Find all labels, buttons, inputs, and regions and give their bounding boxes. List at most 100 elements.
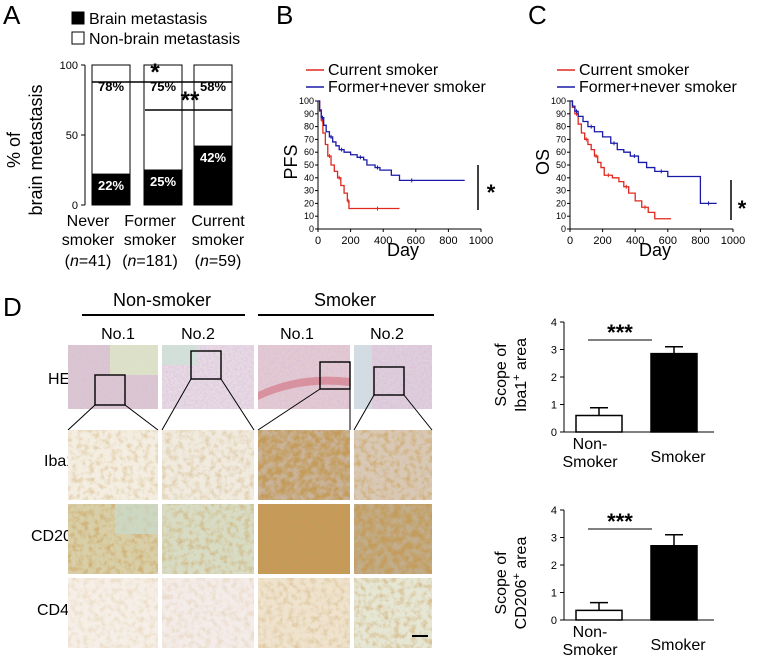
category-n-never: (n=41): [65, 253, 112, 270]
x-tick-label: 800: [439, 235, 457, 247]
y-tick-label: 90: [304, 109, 314, 119]
y-tick-label: 4: [551, 505, 557, 517]
bar-nonbrain: [193, 64, 233, 147]
y-tick-label: 100: [551, 96, 566, 106]
panel-d: D Non-smoker Smoker No.1 No.2 No.1 No.2 …: [3, 290, 714, 659]
panel-b: B Current smoker Former+never smoker PFS…: [276, 0, 496, 260]
category-label-former-1: Former: [124, 213, 176, 230]
bar-brain: [143, 169, 183, 206]
y-tick-label: 50: [304, 160, 314, 170]
sample-label: No.2: [181, 326, 215, 343]
y-tick-label: 80: [304, 122, 314, 132]
cd45-image-row: [68, 578, 432, 648]
panel-c: C Current smoker Former+never smoker OS …: [528, 0, 747, 260]
y-axis-label-iba1-line1: Scope of: [493, 343, 510, 407]
category-label-never-2: smoker: [62, 232, 115, 249]
x-tick-label: 0: [567, 235, 573, 247]
y-axis-label-line2: brain metastasis: [26, 84, 46, 215]
x-tick-label: 200: [593, 235, 611, 247]
x-label-smoker: Smoker: [650, 637, 706, 654]
legend-swatch-nonbrain: [71, 31, 85, 45]
sig-star-never-current: *: [150, 59, 160, 86]
panel-a: A Brain metastasis Non-brain metastasis …: [3, 0, 245, 270]
x-tick-label: 0: [315, 235, 321, 247]
x-label-nonsmoker-1: Non-: [573, 624, 608, 641]
row-label-iba1: Iba1: [44, 453, 75, 470]
y-axis-label-os: OS: [533, 149, 553, 175]
legend-swatch-brain: [71, 11, 85, 25]
y-tick-label: 70: [556, 134, 566, 144]
x-label-nonsmoker-2: Smoker: [562, 454, 618, 471]
panel-letter-a: A: [3, 0, 21, 30]
panel-letter-c: C: [528, 0, 547, 30]
y-tick-label: 60: [556, 147, 566, 157]
y-tick-label: 10: [304, 211, 314, 221]
cd206-bars: 0 1 2 3 4: [551, 505, 714, 627]
y-tick-label: 3: [551, 533, 557, 545]
category-n-current: (n=59): [195, 253, 242, 270]
row-label-cd45: CD45: [37, 602, 78, 619]
y-tick-label: 90: [556, 109, 566, 119]
y-tick-label: 20: [556, 198, 566, 208]
x-tick-label: 600: [407, 235, 425, 247]
group-label-smoker: Smoker: [314, 290, 376, 310]
panel-letter-b: B: [276, 0, 293, 30]
bar-label-brain: 22%: [98, 178, 124, 193]
bar-label-brain: 25%: [150, 174, 176, 189]
y-tick-label: 0: [561, 224, 566, 234]
x-tick-label: 1000: [469, 235, 493, 247]
sig-star-c: *: [738, 196, 747, 221]
he-image-row: [67, 345, 433, 431]
iba1-image-row: [68, 430, 432, 500]
stacked-bars: 22%78%25%75%42%58%: [91, 64, 233, 206]
bar-smoker: [650, 352, 698, 433]
iba1-bars: 0 1 2 3 4: [551, 317, 714, 439]
sig-star-b: *: [487, 180, 496, 205]
legend-label-nonbrain: Non-brain metastasis: [89, 31, 240, 48]
y-tick-label: 100: [299, 96, 314, 106]
y-tick-label: 0: [72, 200, 78, 212]
km-curve: [570, 100, 717, 205]
x-tick-label: 800: [691, 235, 709, 247]
y-tick-label: 0: [551, 427, 557, 439]
legend-label-current-c: Current smoker: [579, 62, 690, 79]
y-tick-label: 2: [551, 560, 557, 572]
x-tick-label: 400: [626, 235, 644, 247]
y-axis-label-cd206-line2: CD206+ area: [511, 537, 530, 630]
y-tick-label: 30: [556, 186, 566, 196]
category-label-current-2: smoker: [192, 232, 245, 249]
bar-nonsmoker: [575, 609, 623, 621]
row-label-he: HE: [48, 371, 70, 388]
cd206-image-row: [68, 504, 432, 574]
km-curve: [318, 100, 465, 182]
y-tick-label: 10: [556, 211, 566, 221]
x-label-nonsmoker-2: Smoker: [562, 642, 618, 659]
legend-label-former-c: Former+never smoker: [579, 79, 737, 96]
x-axis-label-day-c: Day: [639, 240, 671, 260]
x-label-nonsmoker-1: Non-: [573, 436, 608, 453]
x-axis-label-day-b: Day: [387, 240, 419, 260]
x-tick-label: 600: [659, 235, 677, 247]
y-tick-label: 50: [556, 160, 566, 170]
y-tick-label: 70: [304, 134, 314, 144]
y-tick-label: 40: [304, 173, 314, 183]
y-tick-label: 30: [304, 186, 314, 196]
iba1-bar-chart: Scope of Iba1+ area 0 1 2 3 4 Non- Smoker Sm…: [493, 317, 714, 471]
km-curve: [318, 100, 400, 210]
bar-smoker: [650, 545, 698, 621]
y-tick-label: 100: [60, 60, 78, 72]
y-axis-label-iba1-line2: Iba1+ area: [511, 338, 530, 412]
y-tick-label: 40: [556, 173, 566, 183]
y-tick-label: 1: [551, 588, 557, 600]
y-tick-label: 2: [551, 372, 557, 384]
y-tick-label: 20: [304, 198, 314, 208]
category-label-never-1: Never: [67, 213, 110, 230]
sample-label: No.1: [101, 326, 135, 343]
y-axis-label-cd206-line1: Scope of: [493, 551, 510, 615]
category-n-former: (n=181): [122, 253, 178, 270]
y-tick-label: 0: [309, 224, 314, 234]
y-tick-label: 4: [551, 317, 557, 329]
cd206-bar-chart: Scope of CD206+ area 0 1 2 3 4 Non- Smoker S…: [493, 505, 714, 659]
